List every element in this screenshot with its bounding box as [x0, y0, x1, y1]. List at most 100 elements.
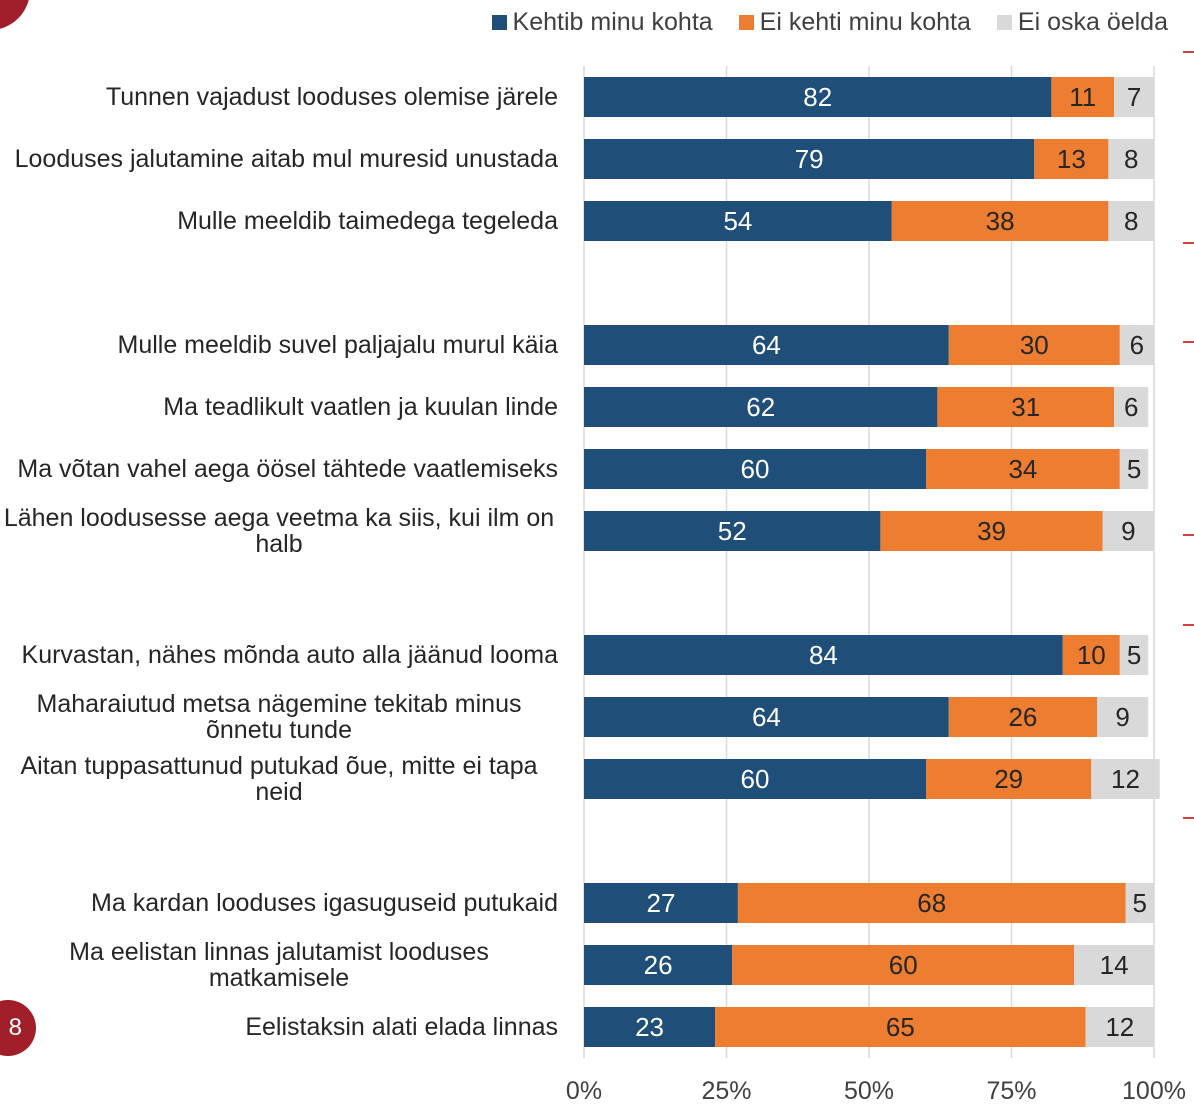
bar-segment [1119, 635, 1149, 675]
category-label: Aitan tuppasattunud putukad õue, mitte e… [0, 748, 558, 810]
bar-segment [584, 883, 738, 923]
bar-segment [1097, 697, 1149, 737]
bar-segment [584, 511, 881, 551]
data-label: 23 [635, 1012, 664, 1042]
category-text: Mulle meeldib taimedega tegeleda [177, 207, 558, 235]
category-text: Aitan tuppasattunud putukad õue, mitte e… [20, 752, 538, 806]
data-label: 65 [886, 1012, 915, 1042]
bar-segment [1062, 635, 1120, 675]
data-label: 10 [1077, 640, 1106, 670]
bar-segment [1051, 77, 1115, 117]
category-label: Tunnen vajadust looduses olemise järele [0, 66, 558, 128]
data-label: 38 [986, 206, 1015, 236]
bar-segment [584, 759, 926, 799]
data-label: 26 [1008, 702, 1037, 732]
x-tick-label: 100% [1122, 1077, 1186, 1105]
legend-item: Ei kehti minu kohta [738, 8, 971, 37]
bar-segment [926, 759, 1092, 799]
data-label: 9 [1115, 702, 1129, 732]
category-label: Ma kardan looduses igasuguseid putukaid [0, 872, 558, 934]
bar-segment [737, 883, 1126, 923]
legend-label: Ei kehti minu kohta [759, 8, 971, 36]
data-label: 29 [994, 764, 1023, 794]
data-label: 60 [889, 950, 918, 980]
data-label: 13 [1057, 144, 1086, 174]
bar-segment [1034, 139, 1109, 179]
category-text: Ma võtan vahel aega öösel tähtede vaatle… [17, 455, 558, 483]
category-label: Ma võtan vahel aega öösel tähtede vaatle… [0, 438, 558, 500]
legend-label: Ei oska öelda [1017, 8, 1168, 36]
bar-segment [584, 449, 926, 489]
bar-segment [1114, 387, 1149, 427]
category-label: Ma eelistan linnas jalutamist looduses m… [0, 934, 558, 996]
x-tick-label: 25% [701, 1077, 751, 1105]
legend-swatch [491, 15, 507, 30]
bar-segment [1108, 139, 1154, 179]
category-label: Mulle meeldib suvel paljajalu murul käia [0, 314, 559, 376]
data-label: 30 [1020, 330, 1049, 360]
data-label: 5 [1127, 640, 1141, 670]
legend-item: Kehtib minu kohta [491, 8, 713, 37]
data-label: 64 [752, 702, 781, 732]
data-label: 64 [752, 330, 781, 360]
bar-segment [1102, 511, 1154, 551]
category-label: Ma teadlikult vaatlen ja kuulan linde [0, 376, 558, 438]
bar-segment [1074, 945, 1154, 985]
bar-segment [584, 201, 892, 241]
category-text: Ma eelistan linnas jalutamist looduses m… [69, 938, 489, 992]
data-label: 6 [1124, 392, 1138, 422]
bar-segment [1108, 201, 1154, 241]
data-label: 8 [1124, 144, 1138, 174]
legend-label: Kehtib minu kohta [512, 8, 713, 36]
data-label: 60 [741, 764, 770, 794]
bar-segment [948, 697, 1097, 737]
data-label: 14 [1100, 950, 1129, 980]
category-text: Mulle meeldib suvel paljajalu murul käia [117, 331, 559, 359]
data-label: 8 [1124, 206, 1138, 236]
category-text: Tunnen vajadust looduses olemise järele [105, 83, 558, 111]
data-label: 12 [1105, 1012, 1134, 1042]
category-text: Eelistaksin alati elada linnas [245, 1013, 558, 1041]
category-text: Looduses jalutamine aitab mul muresid un… [14, 145, 558, 173]
decor-dashes [1183, 51, 1194, 819]
data-label: 60 [741, 454, 770, 484]
category-text: Maharaiutud metsa nägemine tekitab minus… [36, 690, 522, 744]
category-text: Ma teadlikult vaatlen ja kuulan linde [163, 393, 558, 421]
data-label: 68 [917, 888, 946, 918]
bar-segment [1119, 449, 1149, 489]
data-label: 79 [795, 144, 824, 174]
bar-segment [715, 1007, 1086, 1047]
category-label: Looduses jalutamine aitab mul muresid un… [0, 128, 558, 190]
data-label: 11 [1069, 82, 1096, 112]
bar-segment [584, 1007, 716, 1047]
x-tick-label: 50% [844, 1077, 894, 1105]
bar-segment [584, 697, 949, 737]
bar-segment [1125, 883, 1154, 923]
data-label: 84 [809, 640, 838, 670]
data-label: 26 [644, 950, 673, 980]
bar-segment [891, 201, 1109, 241]
x-tick-label: 75% [986, 1077, 1036, 1105]
category-label: Eelistaksin alati elada linnas [0, 996, 558, 1058]
bar-segment [880, 511, 1103, 551]
category-label: Maharaiutud metsa nägemine tekitab minus… [0, 686, 558, 748]
decor-circle [0, 0, 29, 29]
bar-segment [584, 77, 1052, 117]
category-text: Ma kardan looduses igasuguseid putukaid [91, 889, 558, 917]
data-label: 34 [1008, 454, 1037, 484]
data-label: 62 [746, 392, 775, 422]
data-label: 12 [1111, 764, 1140, 794]
legend: Kehtib minu kohta Ei kehti minu kohta Ei o… [491, 8, 1168, 37]
data-label: 39 [977, 516, 1006, 546]
data-label: 27 [646, 888, 675, 918]
data-label: 5 [1127, 454, 1141, 484]
bar-segment [584, 325, 949, 365]
bar-segment [926, 449, 1120, 489]
legend-swatch [996, 15, 1012, 30]
legend-swatch [738, 15, 754, 30]
bar-segment [1085, 1007, 1154, 1047]
data-label: 52 [718, 516, 747, 546]
bar-segment [937, 387, 1115, 427]
bar-segment [732, 945, 1075, 985]
